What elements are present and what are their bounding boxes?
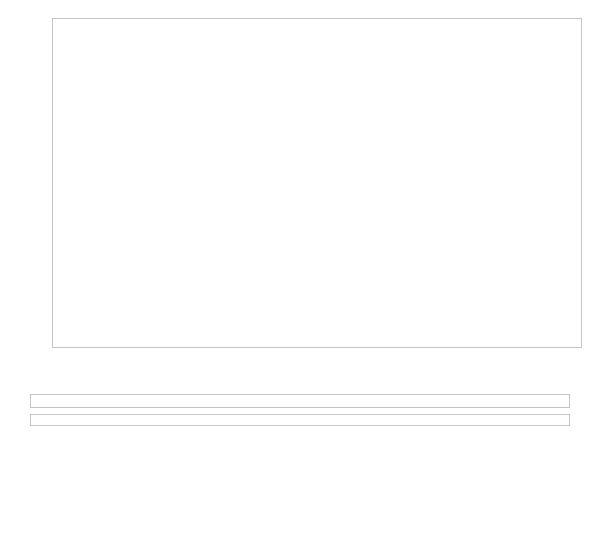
chart-container: [0, 0, 600, 560]
legend: [30, 394, 570, 408]
line-series-svg: [53, 19, 353, 169]
chart-subtitle: [0, 6, 600, 14]
plot-area: [52, 18, 582, 348]
sales-table: [30, 414, 570, 426]
chart-area: [0, 14, 600, 394]
